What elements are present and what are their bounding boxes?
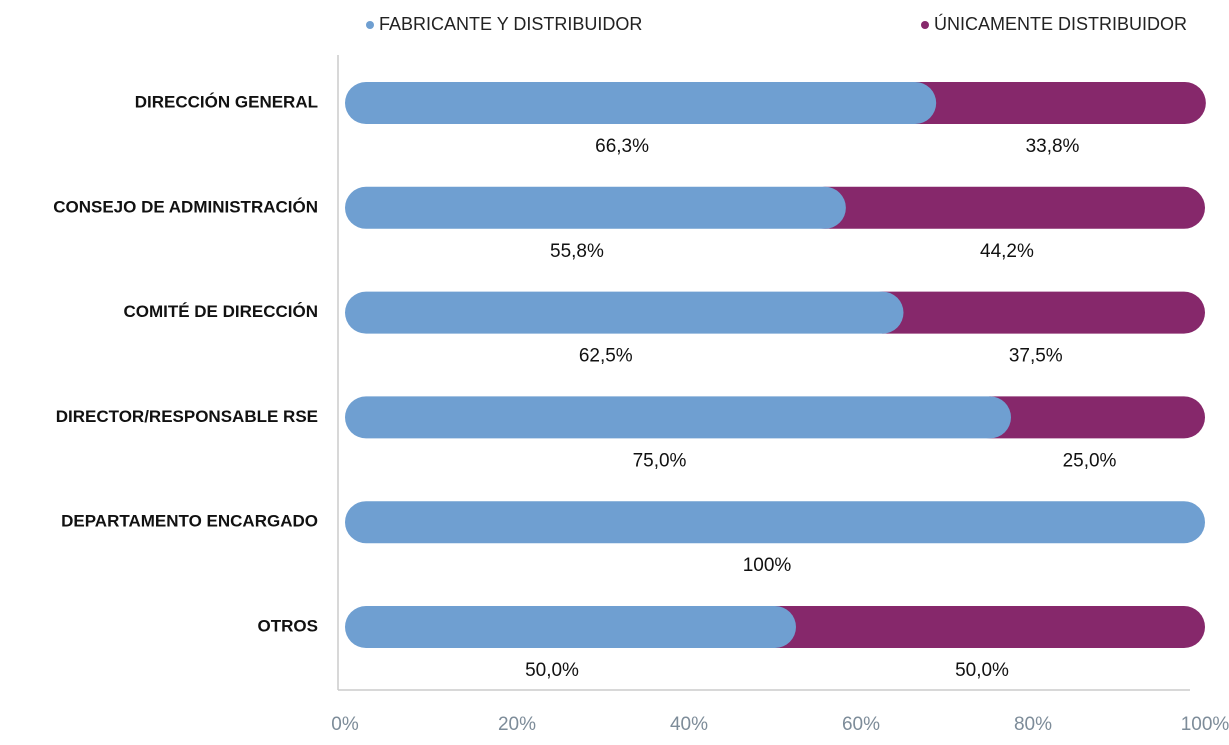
bar-segment bbox=[894, 82, 1206, 124]
value-label: 100% bbox=[743, 555, 792, 576]
bar-segment bbox=[345, 82, 937, 124]
value-label: 50,0% bbox=[955, 660, 1009, 681]
x-tick-label: 0% bbox=[331, 714, 359, 735]
x-tick-label: 40% bbox=[670, 714, 708, 735]
category-label: DIRECCIÓN GENERAL bbox=[135, 92, 318, 111]
value-label: 55,8% bbox=[550, 241, 604, 262]
legend-swatch bbox=[366, 21, 374, 29]
value-label: 50,0% bbox=[525, 660, 579, 681]
bar-segment bbox=[754, 606, 1205, 648]
value-label: 37,5% bbox=[1009, 346, 1063, 367]
legend-swatch bbox=[921, 21, 929, 29]
legend-label: FABRICANTE Y DISTRIBUIDOR bbox=[379, 14, 642, 34]
bar-segment bbox=[345, 606, 796, 648]
x-tick-label: 80% bbox=[1014, 714, 1052, 735]
category-label: DIRECTOR/RESPONSABLE RSE bbox=[56, 407, 318, 426]
bar-segment bbox=[345, 186, 846, 229]
category-label: OTROS bbox=[258, 616, 318, 635]
legend-label: ÚNICAMENTE DISTRIBUIDOR bbox=[934, 13, 1187, 34]
value-label: 33,8% bbox=[1026, 136, 1080, 157]
value-label: 25,0% bbox=[1063, 450, 1117, 471]
bar-segment bbox=[969, 396, 1205, 439]
bar-segment bbox=[861, 291, 1205, 334]
value-label: 66,3% bbox=[595, 136, 649, 157]
bar-segment bbox=[345, 396, 1011, 439]
x-tick-label: 20% bbox=[498, 714, 536, 735]
x-tick-label: 60% bbox=[842, 714, 880, 735]
value-label: 44,2% bbox=[980, 241, 1034, 262]
category-label: DEPARTAMENTO ENCARGADO bbox=[61, 512, 318, 531]
category-label: COMITÉ DE DIRECCIÓN bbox=[123, 302, 318, 321]
bar-segment bbox=[345, 501, 1205, 544]
bar-segment bbox=[803, 186, 1205, 229]
value-label: 75,0% bbox=[633, 450, 687, 471]
category-label: CONSEJO DE ADMINISTRACIÓN bbox=[53, 197, 318, 216]
x-tick-label: 100% bbox=[1181, 714, 1229, 735]
value-label: 62,5% bbox=[579, 346, 633, 367]
bar-segment bbox=[345, 291, 904, 334]
